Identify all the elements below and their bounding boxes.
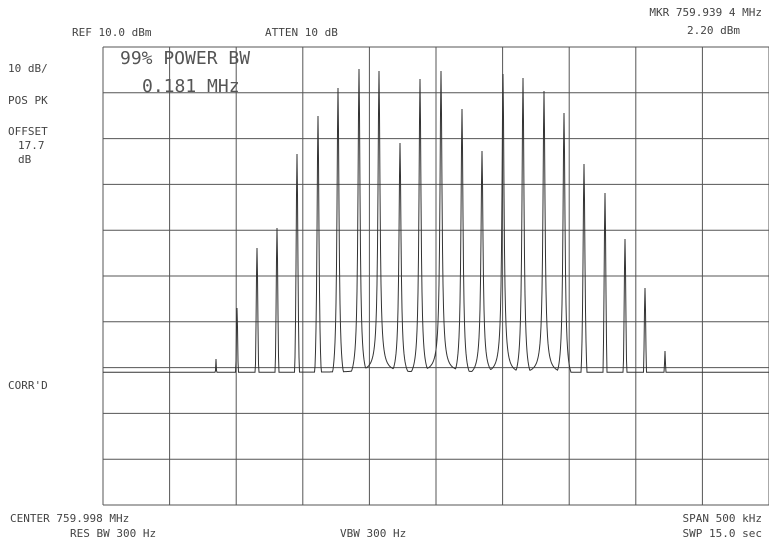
video-bandwidth: VBW 300 Hz bbox=[340, 527, 406, 540]
sweep-time: SWP 15.0 sec bbox=[683, 527, 762, 540]
marker-frequency: MKR 759.939 4 MHz bbox=[649, 6, 762, 19]
offset-label: OFFSET bbox=[8, 125, 48, 138]
graticule bbox=[102, 46, 769, 506]
correction: CORR'D bbox=[8, 379, 48, 392]
measurement-title: 99% POWER BW bbox=[120, 48, 250, 69]
span: SPAN 500 kHz bbox=[683, 512, 762, 525]
offset-unit: dB bbox=[18, 153, 32, 166]
attenuation: ATTEN 10 dB bbox=[265, 26, 338, 39]
detector: POS PK bbox=[8, 94, 48, 107]
scale: 10 dB/ bbox=[8, 62, 48, 75]
center-frequency: CENTER 759.998 MHz bbox=[10, 512, 129, 525]
ref-level: REF 10.0 dBm bbox=[72, 26, 152, 39]
resolution-bandwidth: RES BW 300 Hz bbox=[70, 527, 156, 540]
spectrum-trace bbox=[103, 68, 769, 373]
offset-value: 17.7 bbox=[18, 139, 45, 152]
measurement-value: 0.181 MHz bbox=[142, 76, 240, 97]
marker-level: 2.20 dBm bbox=[687, 24, 740, 37]
